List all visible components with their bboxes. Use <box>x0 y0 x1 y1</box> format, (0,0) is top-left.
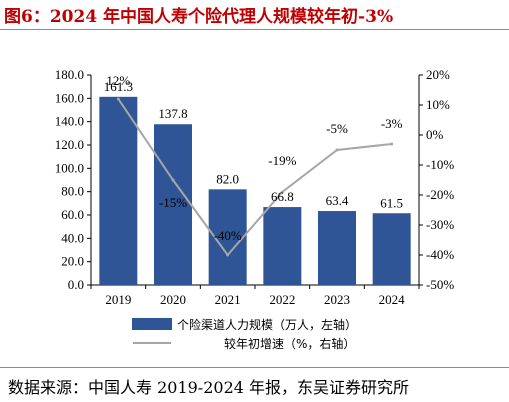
bar-value-label: 161.3 <box>104 79 133 94</box>
bar-value-label: 137.8 <box>158 106 187 121</box>
right-tick-label: -50% <box>426 277 454 292</box>
growth-point-2021 <box>226 253 230 257</box>
growth-value-label: -3% <box>381 116 403 131</box>
growth-point-2022 <box>280 190 284 194</box>
growth-value-label: -15% <box>159 195 187 210</box>
x-tick-label: 2021 <box>215 292 241 307</box>
right-tick-label: -30% <box>426 217 454 232</box>
x-tick-label: 2023 <box>324 292 350 307</box>
bar-value-label: 66.8 <box>271 189 294 204</box>
left-tick-label: 20.0 <box>61 254 84 269</box>
growth-point-2023 <box>335 148 339 152</box>
left-tick-label: 140.0 <box>55 114 84 129</box>
left-tick-label: 120.0 <box>55 137 84 152</box>
growth-value-label: -40% <box>214 228 242 243</box>
bar-value-label: 61.5 <box>380 195 403 210</box>
growth-value-label: 12% <box>106 73 130 88</box>
growth-point-2019 <box>116 97 120 101</box>
right-tick-label: -20% <box>426 187 454 202</box>
bar-series <box>99 96 411 285</box>
data-labels: 161.3 137.8 82.0 66.8 63.4 61.5 12% -15% -40% -19… <box>104 73 403 243</box>
x-tick-label: 2024 <box>379 292 406 307</box>
left-tick-label: 160.0 <box>55 90 84 105</box>
chart-axes: 0.0 20.0 40.0 60.0 80.0 100.0 120.0 140.0 160.0 1… <box>55 67 455 307</box>
growth-point-2020 <box>171 178 175 182</box>
top-rule <box>0 29 509 30</box>
growth-value-label: -19% <box>268 153 296 168</box>
line-series <box>116 97 394 257</box>
x-tick-label: 2019 <box>105 292 131 307</box>
growth-point-2024 <box>390 142 394 146</box>
figure-title: 图6：2024 年中国人寿个险代理人规模较年初-3% <box>4 7 394 27</box>
growth-line <box>117 98 392 257</box>
combo-chart: 0.0 20.0 40.0 60.0 80.0 100.0 120.0 140.0 160.0 1… <box>55 67 455 351</box>
source-note: 数据来源：中国人寿 2019-2024 年报，东吴证券研究所 <box>8 378 410 397</box>
left-tick-label: 80.0 <box>61 184 84 199</box>
x-tick-label: 2020 <box>160 292 186 307</box>
bar-2022 <box>263 207 302 285</box>
legend-line-label: 较年初增速（%，右轴） <box>224 336 355 351</box>
x-tick-label: 2022 <box>269 292 295 307</box>
legend-bar-swatch <box>132 318 172 330</box>
bar-value-label: 82.0 <box>216 171 239 186</box>
bar-2023 <box>318 211 356 285</box>
right-tick-label: -40% <box>426 247 454 262</box>
bottom-rule <box>0 367 509 368</box>
left-tick-label: 40.0 <box>61 230 84 245</box>
chart-legend: 个险渠道人力规模（万人，左轴） 较年初增速（%，右轴） <box>132 317 357 351</box>
legend-bar-label: 个险渠道人力规模（万人，左轴） <box>177 317 357 332</box>
bar-2019 <box>99 96 138 285</box>
right-tick-label: 20% <box>426 67 450 82</box>
right-tick-label: 0% <box>426 127 444 142</box>
bar-2020 <box>154 124 192 285</box>
left-tick-label: 100.0 <box>55 160 84 175</box>
left-tick-label: 0.0 <box>68 277 84 292</box>
right-tick-label: 10% <box>426 97 450 112</box>
left-tick-label: 60.0 <box>61 207 84 222</box>
left-tick-label: 180.0 <box>55 67 84 82</box>
bar-2024 <box>372 213 411 285</box>
bar-value-label: 63.4 <box>326 193 349 208</box>
right-tick-label: -10% <box>426 157 454 172</box>
growth-value-label: -5% <box>326 121 348 136</box>
